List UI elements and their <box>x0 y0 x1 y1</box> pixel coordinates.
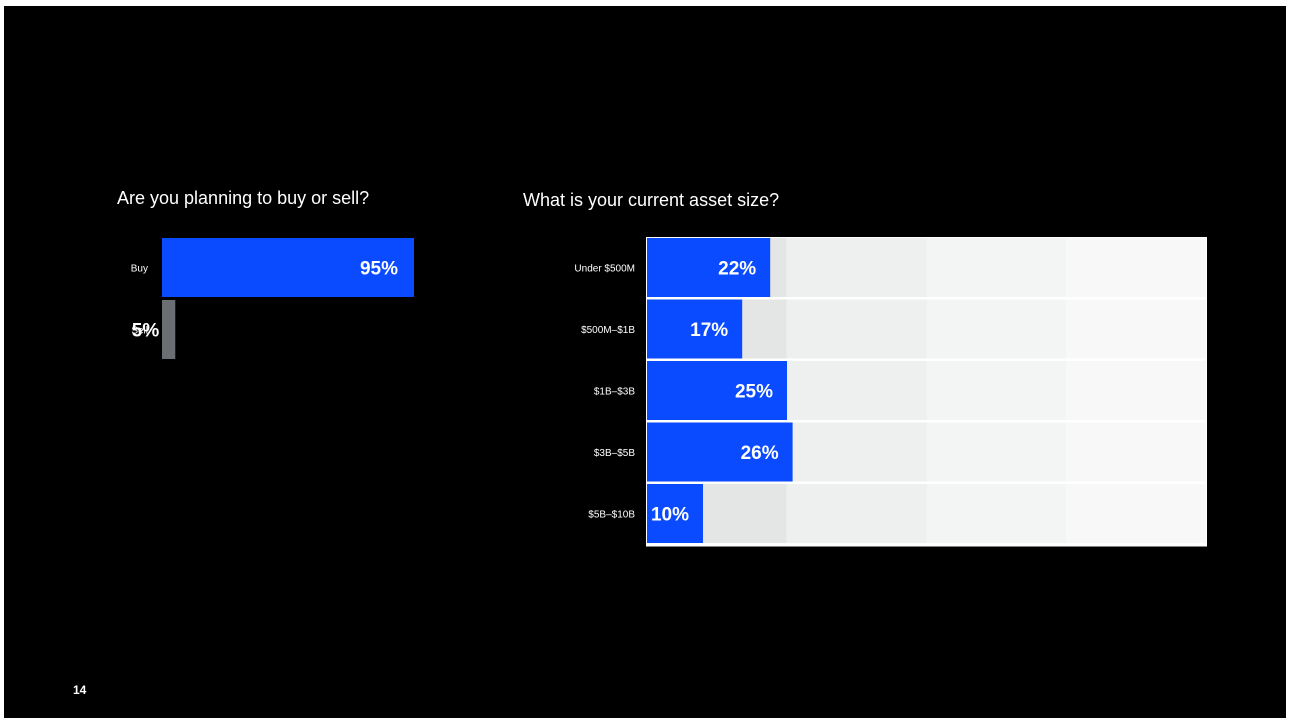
bar <box>647 484 703 543</box>
background-band <box>786 299 927 359</box>
page-number: 14 <box>73 683 87 697</box>
bar-buy <box>162 238 414 297</box>
value-label-sell: 5% <box>132 321 160 342</box>
background-band <box>1066 238 1206 297</box>
background-band <box>1066 299 1206 359</box>
category-label: $3B–$5B <box>594 448 635 459</box>
category-label-buy: Buy <box>131 264 148 275</box>
bar <box>647 299 743 359</box>
background-band <box>1066 361 1206 420</box>
asset-size-chart-title: What is your current asset size? <box>523 190 780 210</box>
background-band <box>1066 484 1206 543</box>
bar <box>647 238 771 297</box>
category-label: $500M–$1B <box>581 325 635 336</box>
value-label: 10% <box>651 505 689 526</box>
background-band <box>926 238 1067 297</box>
value-label: 17% <box>690 320 728 341</box>
value-label: 25% <box>735 382 773 403</box>
background-band <box>926 484 1067 543</box>
category-label: $5B–$10B <box>588 510 635 521</box>
background-band <box>1066 422 1206 482</box>
background-band <box>926 422 1067 482</box>
background-band <box>786 484 927 543</box>
background-band <box>786 361 927 420</box>
category-label-sell: Sell <box>131 326 148 337</box>
background-band <box>786 238 927 297</box>
background-band <box>786 422 927 482</box>
background-band <box>926 299 1067 359</box>
bar <box>647 361 787 420</box>
background-band <box>926 361 1067 420</box>
category-label: Under $500M <box>574 264 635 275</box>
buy-sell-chart-title: Are you planning to buy or sell? <box>117 188 370 208</box>
category-label: $1B–$3B <box>594 387 635 398</box>
bar <box>647 422 793 482</box>
bar-sell <box>162 300 176 359</box>
value-label: 22% <box>718 259 756 280</box>
slide: Are you planning to buy or sell? What is… <box>4 6 1286 718</box>
value-label: 26% <box>741 443 779 464</box>
value-label-buy: 95% <box>360 259 398 280</box>
